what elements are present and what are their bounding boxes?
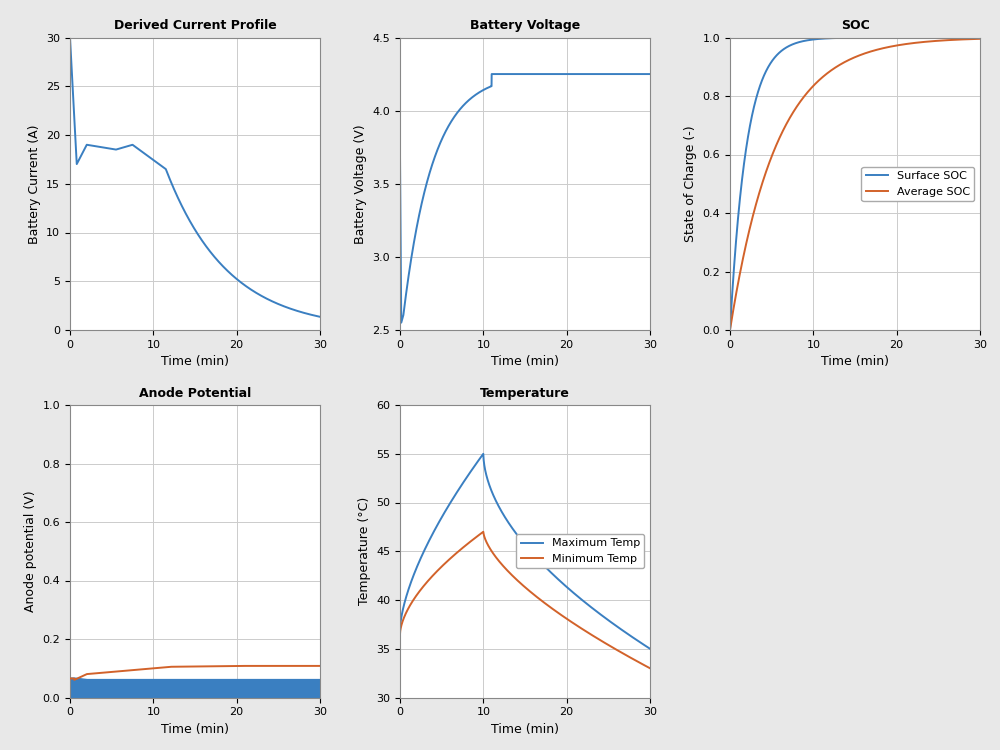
Minimum Temp [637, 660, 649, 669]
Maximum Temp [509, 527, 521, 536]
Minimum Temp [516, 580, 528, 589]
Average SOC [724, 326, 736, 334]
Surface SOC [839, 33, 851, 42]
Surface SOC [967, 33, 979, 42]
Maximum Temp [394, 625, 406, 634]
Average SOC [974, 34, 986, 44]
Minimum Temp [637, 660, 649, 669]
Average SOC [846, 54, 858, 63]
Title: SOC: SOC [841, 20, 869, 32]
Title: Temperature: Temperature [480, 387, 570, 400]
Minimum Temp [477, 527, 489, 536]
Minimum Temp [644, 664, 656, 673]
Legend: Maximum Temp, Minimum Temp: Maximum Temp, Minimum Temp [516, 534, 644, 568]
Surface SOC [737, 169, 749, 178]
Y-axis label: State of Charge (-): State of Charge (-) [684, 125, 697, 242]
Legend: Surface SOC, Average SOC: Surface SOC, Average SOC [861, 166, 974, 201]
Average SOC [967, 34, 979, 44]
Maximum Temp [477, 449, 489, 458]
Average SOC [967, 34, 979, 44]
Y-axis label: Temperature (°C): Temperature (°C) [358, 497, 371, 605]
Minimum Temp [591, 634, 603, 643]
Title: Derived Current Profile: Derived Current Profile [114, 20, 276, 32]
Y-axis label: Battery Voltage (V): Battery Voltage (V) [354, 124, 367, 244]
X-axis label: Time (min): Time (min) [491, 723, 559, 736]
Minimum Temp [509, 574, 521, 583]
Maximum Temp [644, 644, 656, 653]
Line: Average SOC: Average SOC [730, 39, 980, 330]
Surface SOC [967, 33, 979, 42]
Average SOC [737, 255, 749, 264]
Maximum Temp [407, 573, 419, 582]
Maximum Temp [591, 608, 603, 616]
X-axis label: Time (min): Time (min) [821, 356, 889, 368]
Title: Anode Potential: Anode Potential [139, 387, 251, 400]
Y-axis label: Battery Current (A): Battery Current (A) [28, 124, 41, 244]
X-axis label: Time (min): Time (min) [161, 723, 229, 736]
Line: Surface SOC: Surface SOC [730, 38, 980, 330]
Surface SOC [846, 33, 858, 42]
Title: Battery Voltage: Battery Voltage [470, 20, 580, 32]
Surface SOC [974, 33, 986, 42]
Average SOC [839, 58, 851, 67]
X-axis label: Time (min): Time (min) [161, 356, 229, 368]
Maximum Temp [637, 640, 649, 649]
Surface SOC [921, 33, 933, 42]
Surface SOC [724, 326, 736, 334]
Maximum Temp [637, 640, 649, 649]
Line: Minimum Temp: Minimum Temp [400, 532, 650, 668]
Average SOC [921, 38, 933, 46]
Line: Maximum Temp: Maximum Temp [400, 454, 650, 649]
Minimum Temp [407, 596, 419, 605]
Maximum Temp [516, 536, 528, 545]
Y-axis label: Anode potential (V): Anode potential (V) [24, 490, 37, 612]
Minimum Temp [394, 630, 406, 639]
X-axis label: Time (min): Time (min) [491, 356, 559, 368]
